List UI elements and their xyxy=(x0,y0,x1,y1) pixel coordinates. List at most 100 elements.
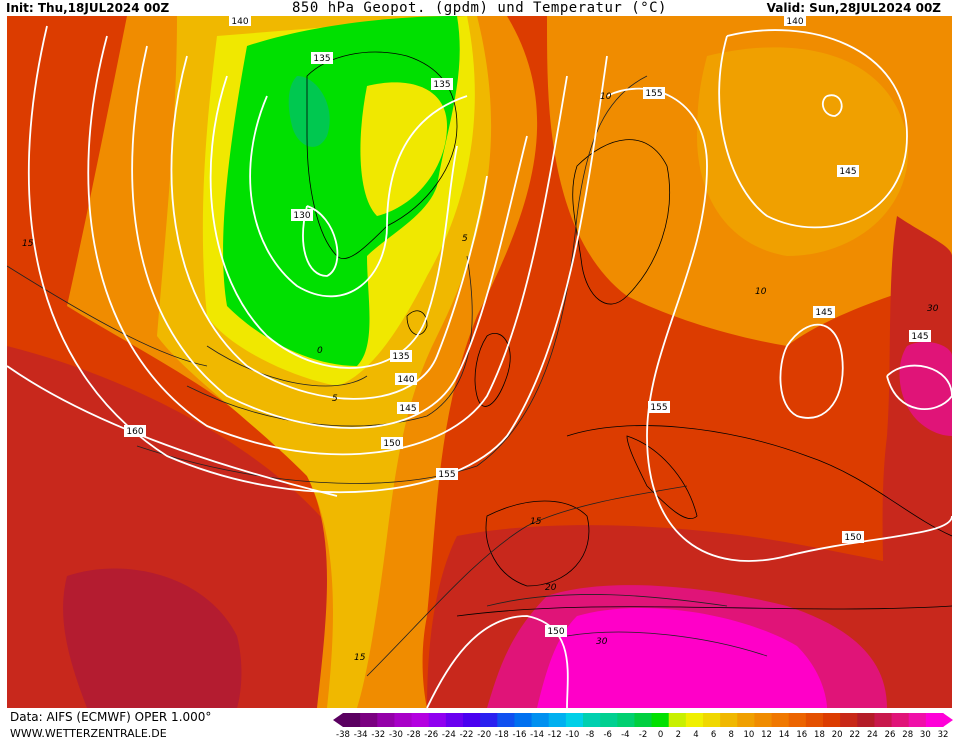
legend-swatch xyxy=(634,713,653,727)
legend-swatch xyxy=(668,713,687,727)
legend-tick-label: -2 xyxy=(638,730,648,740)
label-temp-15-b: 15 xyxy=(530,517,542,527)
legend-swatch xyxy=(823,713,841,727)
temp-zone-coldest xyxy=(288,76,330,147)
legend-tick-label: -32 xyxy=(371,730,386,740)
contour-145-east-edge xyxy=(886,364,952,410)
greenland-coast xyxy=(306,51,458,259)
label-150-b: 150 xyxy=(844,533,861,543)
legend-swatch xyxy=(720,713,738,727)
label-temp-5-b: 5 xyxy=(462,234,468,244)
legend-tick-label: -28 xyxy=(406,730,421,740)
label-155-b: 155 xyxy=(645,89,662,99)
legend-tick-label: 32 xyxy=(937,730,949,740)
contour-140 xyxy=(170,55,488,400)
legend-arrow-right xyxy=(943,713,953,727)
label-145-a: 145 xyxy=(399,404,416,414)
isotherm-20 xyxy=(486,594,728,607)
contour-130 xyxy=(302,205,339,277)
legend-tick-label: -38 xyxy=(336,730,350,740)
contour-150-south xyxy=(426,615,569,708)
legend-tick-label: 24 xyxy=(866,730,878,740)
legend-swatch xyxy=(548,713,567,727)
legend-tick-label: 30 xyxy=(919,730,931,740)
legend-tick-label: 8 xyxy=(728,730,734,740)
label-130: 130 xyxy=(293,211,310,221)
label-temp-15-a: 15 xyxy=(22,239,34,249)
legend-swatch xyxy=(788,713,807,727)
legend-swatch xyxy=(651,713,670,727)
label-temp-10-b: 10 xyxy=(755,287,767,297)
label-temp-15-c: 15 xyxy=(354,653,366,663)
legend-tick-label: -34 xyxy=(353,730,368,740)
data-source: Data: AIFS (ECMWF) OPER 1.000° xyxy=(10,710,212,724)
europe-south-coast xyxy=(566,425,952,537)
legend-tick-label: 0 xyxy=(657,730,664,740)
legend-tick-label: -12 xyxy=(547,730,562,740)
italy-coast xyxy=(626,435,698,519)
label-140-c: 140 xyxy=(231,17,248,27)
legend-swatch xyxy=(840,713,858,727)
legend-ticks: -38 -34 -32 -30 -28 -26 -24 -22 -20 -18 -16 -14 -12-… xyxy=(333,730,953,741)
legend-tick-label: 28 xyxy=(902,730,914,740)
legend-tick-label: -10 xyxy=(565,730,580,740)
label-150-a: 150 xyxy=(383,439,400,449)
legend-swatch xyxy=(445,713,464,727)
legend-swatch xyxy=(805,713,824,727)
isotherm-15-west xyxy=(7,265,208,367)
map-svg: 135 135 130 135 140 145 150 155 160 155 … xyxy=(7,16,952,708)
legend-swatch xyxy=(497,713,515,727)
legend-tick-label: 4 xyxy=(693,730,699,740)
label-135-a: 135 xyxy=(313,54,330,64)
legend-tick-label: -26 xyxy=(424,730,439,740)
legend-arrow-left xyxy=(333,713,343,727)
contour-135-inner xyxy=(249,95,468,298)
legend-tick-label: 14 xyxy=(778,730,790,740)
init-time: Init: Thu,18JUL2024 00Z xyxy=(6,1,170,15)
website-credit: WWW.WETTERZENTRALE.DE xyxy=(10,727,167,740)
contour-140-ne-small xyxy=(821,94,843,117)
legend-swatch xyxy=(583,713,601,727)
legend-swatch xyxy=(874,713,893,727)
legend-swatch xyxy=(480,713,498,727)
header-bar: Init: Thu,18JUL2024 00Z 850 hPa Geopot. … xyxy=(0,0,959,16)
isotherm-30 xyxy=(566,631,768,657)
legend-swatch xyxy=(857,713,875,727)
scandinavia-coast xyxy=(572,139,670,305)
legend-swatch xyxy=(565,713,584,727)
contour-135-outer xyxy=(209,75,458,369)
legend-swatch xyxy=(343,713,361,727)
contour-160 xyxy=(7,365,338,497)
label-160: 160 xyxy=(126,427,143,437)
legend-tick-label: 22 xyxy=(849,730,861,740)
legend-tick-label: 20 xyxy=(831,730,843,740)
legend-swatch xyxy=(925,713,944,727)
legend-swatch xyxy=(600,713,618,727)
legend-swatch xyxy=(463,713,481,727)
legend-tick-label: -24 xyxy=(441,730,456,740)
valid-time: Valid: Sun,28JUL2024 00Z xyxy=(766,1,941,15)
legend-swatch xyxy=(737,713,755,727)
label-140-a: 140 xyxy=(397,375,414,385)
label-150-c: 150 xyxy=(547,627,564,637)
label-140-b: 140 xyxy=(786,17,803,27)
contour-labels: 135 135 130 135 140 145 150 155 160 155 … xyxy=(22,16,939,663)
legend-swatch xyxy=(685,713,704,727)
legend-tick-label: 10 xyxy=(743,730,755,740)
label-145-d: 145 xyxy=(911,332,928,342)
isotherm-0 xyxy=(206,345,368,387)
label-145-b: 145 xyxy=(839,167,856,177)
legend-tick-label: -8 xyxy=(585,730,595,740)
footer-bar: Data: AIFS (ECMWF) OPER 1.000° WWW.WETTE… xyxy=(0,708,959,741)
legend-swatch xyxy=(891,713,910,727)
label-temp-0: 0 xyxy=(317,346,323,356)
legend-swatch xyxy=(771,713,790,727)
legend-swatch xyxy=(908,713,927,727)
legend-tick-label: -16 xyxy=(512,730,527,740)
contour-145 xyxy=(131,45,528,429)
label-155-a: 155 xyxy=(438,470,455,480)
legend-tick-label: -30 xyxy=(388,730,403,740)
legend-tick-label: 26 xyxy=(884,730,896,740)
contour-150 xyxy=(87,35,568,456)
label-temp-20: 20 xyxy=(545,583,557,593)
